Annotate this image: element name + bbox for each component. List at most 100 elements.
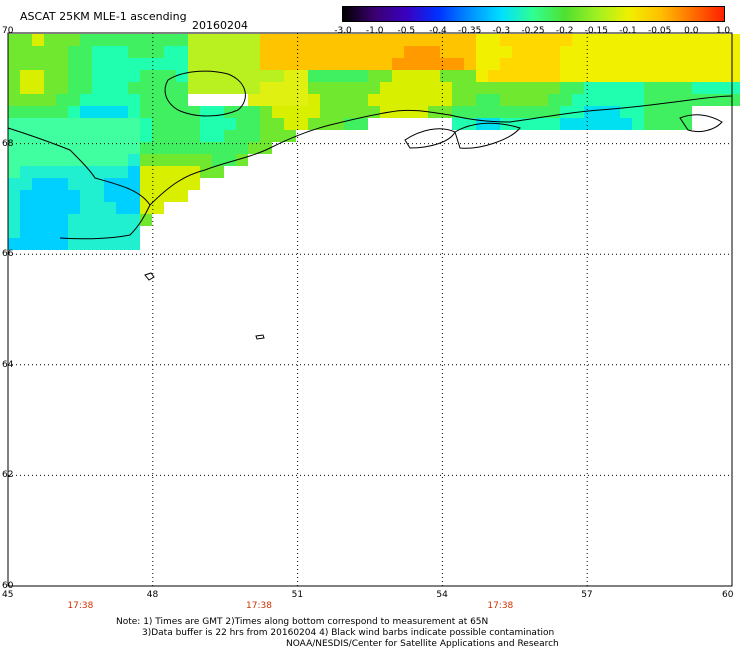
- wind-cell: [56, 82, 68, 94]
- wind-cell: [44, 130, 56, 142]
- wind-cell: [668, 118, 680, 130]
- wind-cell: [644, 94, 656, 106]
- wind-cell: [656, 70, 668, 82]
- wind-cell: [152, 202, 164, 214]
- wind-cell: [128, 214, 140, 226]
- wind-cell: [308, 94, 320, 106]
- wind-cell: [212, 34, 224, 46]
- wind-cell: [152, 142, 164, 154]
- wind-cell: [452, 70, 464, 82]
- wind-cell: [212, 142, 224, 154]
- wind-cell: [692, 34, 704, 46]
- wind-cell: [380, 94, 392, 106]
- wind-cell: [452, 94, 464, 106]
- wind-cell: [548, 34, 560, 46]
- wind-cell: [68, 106, 80, 118]
- wind-cell: [248, 46, 260, 58]
- wind-cell: [212, 58, 224, 70]
- wind-cell: [320, 70, 332, 82]
- wind-cell: [80, 154, 92, 166]
- wind-cell: [164, 190, 176, 202]
- wind-cell: [104, 202, 116, 214]
- wind-cell: [392, 58, 404, 70]
- wind-cell: [656, 34, 668, 46]
- wind-cell: [80, 130, 92, 142]
- wind-cell: [716, 70, 728, 82]
- wind-cell: [320, 58, 332, 70]
- wind-cell: [188, 106, 200, 118]
- wind-cell: [668, 82, 680, 94]
- wind-cell: [416, 106, 428, 118]
- wind-cell: [596, 94, 608, 106]
- wind-cell: [512, 82, 524, 94]
- wind-cell: [104, 46, 116, 58]
- wind-cell: [356, 46, 368, 58]
- wind-cell: [236, 46, 248, 58]
- wind-cell: [380, 70, 392, 82]
- wind-cell: [224, 118, 236, 130]
- wind-cell: [8, 70, 20, 82]
- wind-cell: [32, 46, 44, 58]
- wind-cell: [680, 46, 692, 58]
- wind-cell: [188, 58, 200, 70]
- wind-cell: [92, 154, 104, 166]
- wind-cell: [68, 190, 80, 202]
- wind-cell: [356, 70, 368, 82]
- wind-cell: [128, 94, 140, 106]
- wind-cell: [332, 94, 344, 106]
- wind-cell: [68, 166, 80, 178]
- latitude-label: 66: [2, 249, 14, 260]
- wind-cell: [512, 70, 524, 82]
- wind-cell: [452, 82, 464, 94]
- wind-cell: [644, 58, 656, 70]
- wind-cell: [596, 46, 608, 58]
- wind-cell: [20, 190, 32, 202]
- wind-cell: [644, 118, 656, 130]
- wind-cell: [32, 118, 44, 130]
- wind-cell: [20, 166, 32, 178]
- wind-cell: [320, 34, 332, 46]
- wind-cell: [536, 70, 548, 82]
- wind-cell: [104, 34, 116, 46]
- wind-cell: [500, 94, 512, 106]
- wind-cell: [188, 82, 200, 94]
- wind-cell: [644, 34, 656, 46]
- wind-cell: [212, 154, 224, 166]
- wind-cell: [536, 34, 548, 46]
- wind-cell: [608, 70, 620, 82]
- wind-cell: [8, 106, 20, 118]
- latitude-label: 64: [2, 359, 14, 370]
- wind-cell: [56, 190, 68, 202]
- wind-cell: [20, 70, 32, 82]
- wind-cell: [464, 82, 476, 94]
- wind-cell: [632, 94, 644, 106]
- wind-cell: [32, 58, 44, 70]
- wind-cell: [272, 46, 284, 58]
- wind-cell: [68, 178, 80, 190]
- wind-cell: [236, 106, 248, 118]
- colorbar-tick-label: -0.4: [429, 26, 447, 36]
- wind-cell: [416, 58, 428, 70]
- wind-cell: [608, 94, 620, 106]
- wind-cell: [164, 70, 176, 82]
- wind-cell: [332, 58, 344, 70]
- wind-cell: [404, 82, 416, 94]
- wind-cell: [176, 118, 188, 130]
- wind-cell: [680, 82, 692, 94]
- wind-cell: [404, 94, 416, 106]
- wind-cell: [488, 46, 500, 58]
- wind-cell: [116, 130, 128, 142]
- wind-cell: [104, 106, 116, 118]
- longitude-label: 54: [436, 590, 448, 600]
- wind-cell: [44, 214, 56, 226]
- latitude-label: 70: [2, 26, 14, 36]
- wind-cell: [728, 70, 740, 82]
- wind-cell: [548, 70, 560, 82]
- wind-cell: [128, 154, 140, 166]
- note-line-3: NOAA/NESDIS/Center for Satellite Applica…: [286, 639, 559, 649]
- wind-cell: [80, 106, 92, 118]
- wind-cell: [104, 82, 116, 94]
- wind-cell: [20, 82, 32, 94]
- wind-cell: [500, 70, 512, 82]
- wind-cell: [44, 226, 56, 238]
